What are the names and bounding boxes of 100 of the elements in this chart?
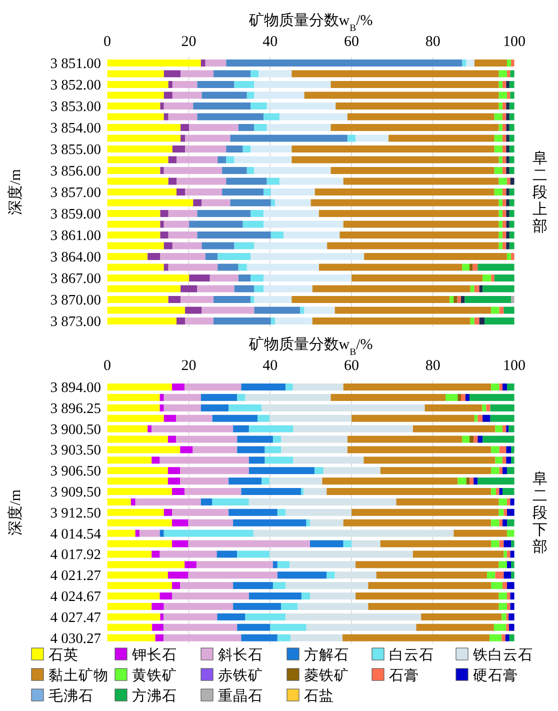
bar [107, 296, 168, 303]
bar [498, 156, 502, 164]
bar [494, 274, 514, 282]
bar [506, 384, 514, 390]
bar [246, 92, 254, 99]
bar [107, 70, 164, 78]
bar [188, 572, 278, 579]
bar [502, 456, 506, 464]
bar [107, 253, 148, 260]
bar [248, 456, 265, 464]
bar [416, 624, 494, 631]
y-tick-label: 3 861.00 [50, 228, 101, 244]
bar [152, 602, 164, 610]
y-tick-label: 3 900.50 [50, 422, 101, 438]
bar [506, 425, 509, 432]
bar [412, 550, 504, 558]
bar [506, 456, 512, 464]
bar [264, 285, 312, 292]
bar [412, 425, 496, 432]
bar [310, 540, 344, 548]
bar [314, 467, 324, 474]
y-tick-label: 4 030.27 [50, 630, 101, 647]
x-tick-label: 0 [104, 358, 112, 374]
legend-label: 钾长石 [131, 646, 177, 664]
bar [462, 60, 466, 66]
bar [509, 146, 514, 152]
bar [107, 582, 172, 590]
bar [160, 404, 164, 412]
bar [164, 602, 234, 610]
bar [160, 167, 164, 174]
bar [502, 167, 506, 174]
bar [314, 188, 494, 196]
bar [107, 634, 156, 642]
y-tick-label: 3 855.00 [50, 142, 101, 158]
bar [446, 394, 458, 401]
bar [322, 478, 458, 485]
bar [107, 81, 168, 88]
bar [506, 602, 510, 610]
legend-label: 黄铁矿 [132, 667, 177, 684]
bar [241, 488, 302, 495]
bar [214, 70, 251, 78]
bar [222, 167, 247, 174]
bar [326, 572, 335, 579]
bar [253, 530, 454, 537]
bar [502, 113, 506, 120]
bar [506, 210, 510, 217]
bar [274, 318, 312, 324]
bar [462, 436, 470, 443]
bar [509, 188, 514, 196]
y-tick-label: 4 014.54 [50, 526, 102, 542]
legend-label: 毛沸石 [48, 688, 94, 704]
bar [474, 318, 480, 324]
bar [202, 306, 254, 314]
bar [491, 446, 500, 454]
x-tick-label: 80 [425, 358, 440, 374]
bar [347, 113, 494, 120]
bar [356, 134, 389, 142]
bar [222, 188, 264, 196]
y-tick-label: 4 024.67 [50, 589, 101, 605]
bar [380, 540, 492, 548]
bar [342, 634, 490, 642]
bar [506, 134, 510, 142]
bar [310, 519, 344, 526]
bar [470, 394, 514, 401]
legend-label: 黏土矿物 [48, 667, 108, 684]
bar [250, 274, 264, 282]
bar [292, 70, 499, 78]
bar [508, 425, 514, 432]
bar [241, 384, 286, 390]
bar [107, 242, 164, 250]
y-tick-label: 3 909.50 [50, 484, 101, 500]
bar [506, 232, 510, 238]
bar [107, 285, 181, 292]
bar [511, 296, 514, 303]
bar [491, 274, 494, 282]
bar [498, 220, 502, 228]
bar [499, 306, 504, 314]
bar [470, 285, 474, 292]
bar [250, 70, 259, 78]
bar [164, 264, 168, 271]
bar [340, 232, 499, 238]
bar [506, 550, 510, 558]
bar [482, 436, 514, 443]
bar [498, 592, 507, 600]
bar [266, 102, 336, 110]
bar [164, 167, 222, 174]
bar [286, 582, 368, 590]
chart-title: 矿物质量分数w$_{B}$/% [248, 12, 373, 34]
bar [272, 436, 282, 443]
bar [494, 113, 502, 120]
bar [164, 102, 194, 110]
bar [168, 113, 198, 120]
bar [254, 167, 331, 174]
bar [241, 634, 278, 642]
bar [234, 242, 254, 250]
bar [506, 253, 512, 260]
bar [511, 572, 514, 579]
bar [185, 146, 226, 152]
bar [479, 318, 485, 324]
bar [197, 113, 264, 120]
